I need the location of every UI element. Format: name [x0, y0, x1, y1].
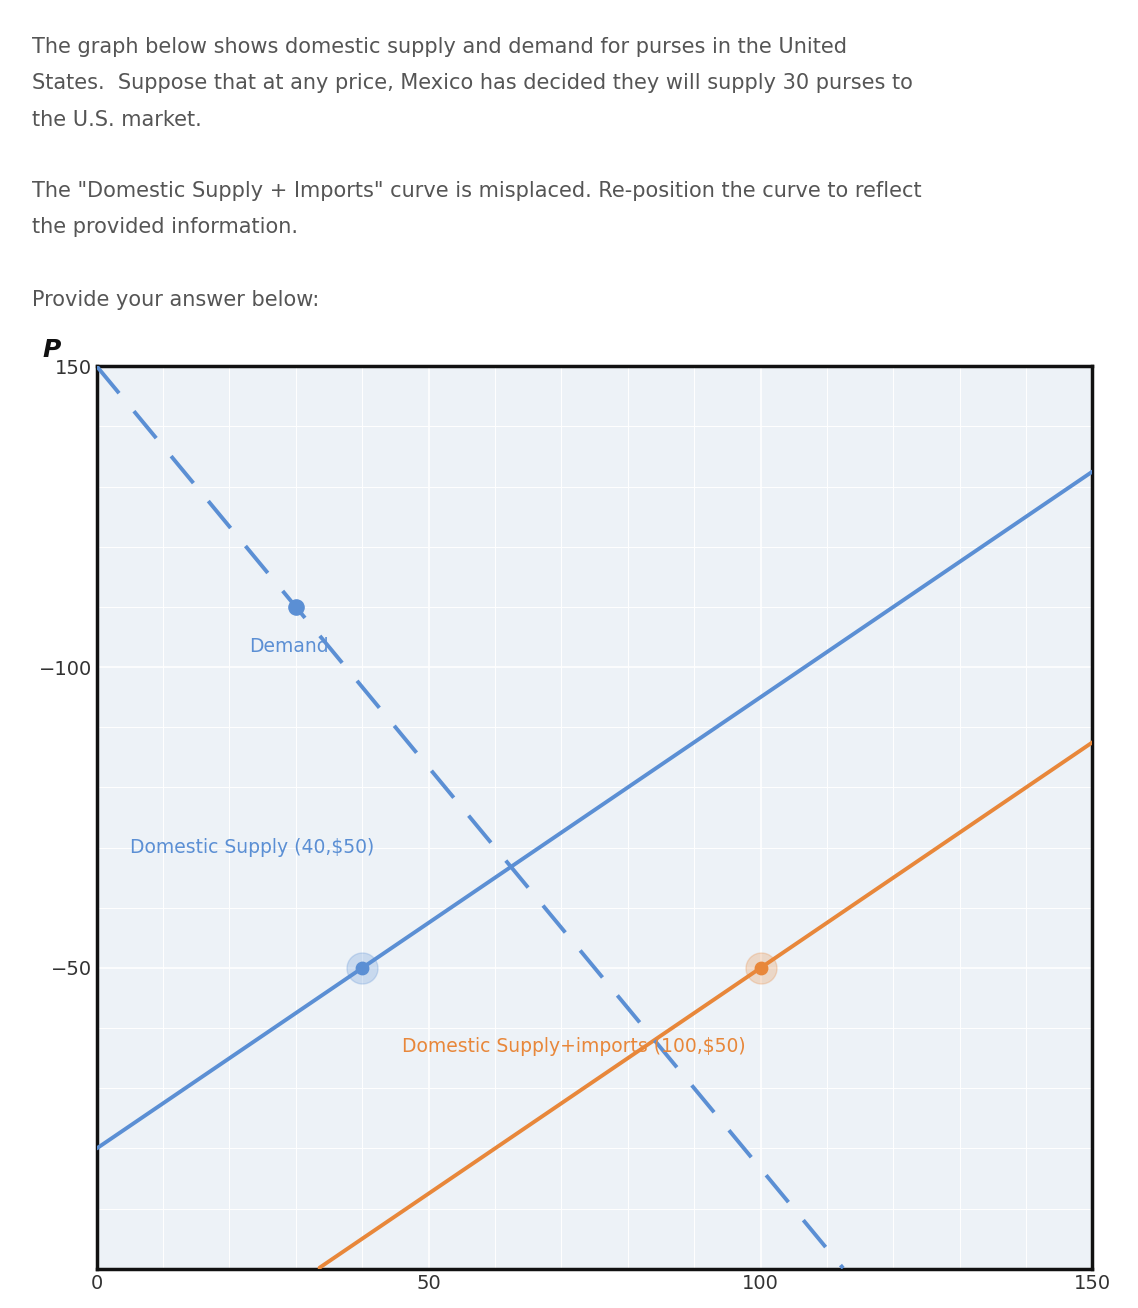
Text: The "Domestic Supply + Imports" curve is misplaced. Re-position the curve to ref: The "Domestic Supply + Imports" curve is…: [32, 181, 922, 200]
Point: [751, 957, 769, 978]
Text: Domestic Supply+imports (100,$50): Domestic Supply+imports (100,$50): [402, 1037, 745, 1056]
Text: Q: Q: [1103, 1307, 1123, 1308]
Text: Provide your answer below:: Provide your answer below:: [32, 290, 319, 310]
Text: Domestic Supply (40,$50): Domestic Supply (40,$50): [130, 838, 374, 857]
Text: the U.S. market.: the U.S. market.: [32, 110, 201, 129]
Text: States.  Suppose that at any price, Mexico has decided they will supply 30 purse: States. Suppose that at any price, Mexic…: [32, 73, 913, 93]
Text: The graph below shows domestic supply and demand for purses in the United: The graph below shows domestic supply an…: [32, 37, 847, 56]
Point: [287, 596, 305, 617]
Point: [353, 957, 371, 978]
Text: the provided information.: the provided information.: [32, 217, 298, 237]
Point: [751, 957, 769, 978]
Text: Demand: Demand: [249, 637, 329, 657]
Point: [353, 957, 371, 978]
Text: P: P: [43, 337, 61, 362]
